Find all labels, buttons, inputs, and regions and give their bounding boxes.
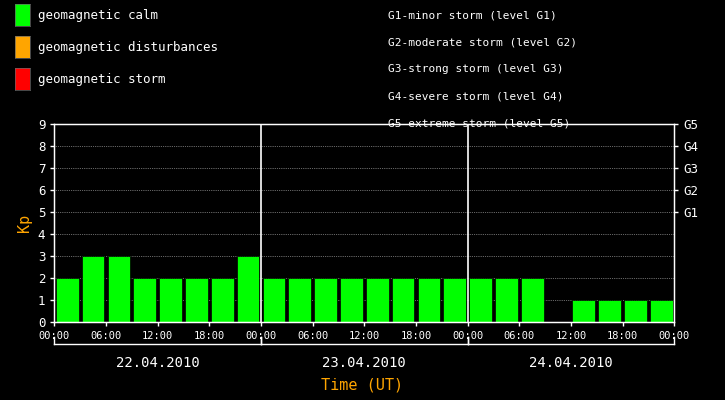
Text: G1-minor storm (level G1): G1-minor storm (level G1): [388, 10, 557, 20]
Text: geomagnetic storm: geomagnetic storm: [38, 72, 165, 86]
Bar: [469, 278, 492, 322]
Bar: [211, 278, 233, 322]
Bar: [624, 300, 647, 322]
Bar: [133, 278, 156, 322]
Text: geomagnetic calm: geomagnetic calm: [38, 8, 158, 22]
Bar: [314, 278, 337, 322]
Bar: [107, 256, 130, 322]
Bar: [495, 278, 518, 322]
Bar: [340, 278, 362, 322]
Bar: [650, 300, 673, 322]
Text: G2-moderate storm (level G2): G2-moderate storm (level G2): [388, 37, 577, 47]
Bar: [392, 278, 415, 322]
Bar: [444, 278, 466, 322]
Bar: [521, 278, 544, 322]
Text: G4-severe storm (level G4): G4-severe storm (level G4): [388, 92, 563, 102]
Text: 23.04.2010: 23.04.2010: [323, 356, 406, 370]
Bar: [56, 278, 78, 322]
Bar: [262, 278, 285, 322]
Text: 24.04.2010: 24.04.2010: [529, 356, 613, 370]
Bar: [160, 278, 182, 322]
Bar: [366, 278, 389, 322]
Y-axis label: Kp: Kp: [17, 214, 33, 232]
Text: Time (UT): Time (UT): [321, 377, 404, 392]
Bar: [289, 278, 311, 322]
Text: G5-extreme storm (level G5): G5-extreme storm (level G5): [388, 119, 570, 129]
Text: G3-strong storm (level G3): G3-strong storm (level G3): [388, 64, 563, 74]
Bar: [573, 300, 595, 322]
Bar: [237, 256, 260, 322]
Text: 22.04.2010: 22.04.2010: [116, 356, 199, 370]
Bar: [185, 278, 208, 322]
Bar: [82, 256, 104, 322]
Bar: [598, 300, 621, 322]
Bar: [418, 278, 440, 322]
Text: geomagnetic disturbances: geomagnetic disturbances: [38, 40, 218, 54]
